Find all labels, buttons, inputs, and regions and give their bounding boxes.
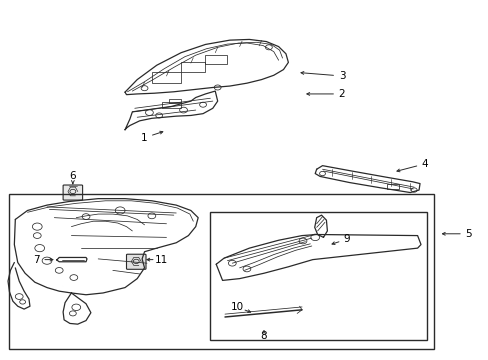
Bar — [181, 62, 205, 72]
FancyBboxPatch shape — [126, 254, 146, 269]
Text: 4: 4 — [421, 159, 427, 169]
Text: 1: 1 — [141, 133, 147, 143]
Text: 2: 2 — [338, 89, 345, 99]
Bar — [152, 72, 181, 83]
Bar — [168, 99, 181, 103]
Text: 5: 5 — [465, 229, 471, 239]
Text: 8: 8 — [260, 331, 267, 341]
Bar — [161, 102, 181, 108]
Text: 6: 6 — [69, 171, 76, 181]
Bar — [210, 212, 427, 339]
Bar — [205, 55, 227, 64]
Text: 7: 7 — [33, 255, 40, 265]
Bar — [386, 184, 398, 189]
Text: 10: 10 — [230, 302, 243, 312]
Bar — [9, 194, 433, 348]
Text: 11: 11 — [155, 255, 168, 265]
Text: 3: 3 — [338, 71, 345, 81]
FancyBboxPatch shape — [63, 185, 82, 200]
Text: 9: 9 — [343, 234, 349, 244]
